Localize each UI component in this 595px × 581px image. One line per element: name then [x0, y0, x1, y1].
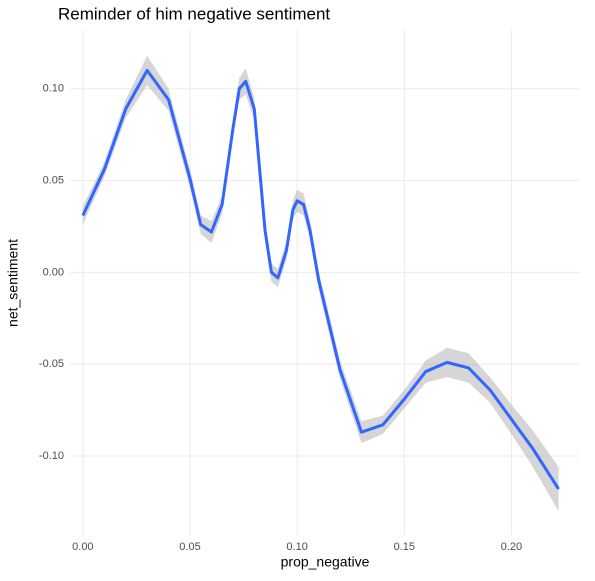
y-tick-label: 0.10 [43, 83, 64, 95]
x-tick-label: 0.20 [501, 541, 522, 553]
y-tick-label: -0.10 [39, 450, 64, 462]
x-tick-label: 0.05 [179, 541, 200, 553]
y-tick-label: 0.00 [43, 266, 64, 278]
chart-title: Reminder of him negative sentiment [58, 4, 330, 23]
x-axis-label: prop_negative [281, 554, 370, 570]
x-tick-label: 0.15 [394, 541, 415, 553]
y-tick-label: -0.05 [39, 358, 64, 370]
y-axis-label: net_sentiment [5, 239, 21, 327]
y-tick-label: 0.05 [43, 174, 64, 186]
x-tick-label: 0.00 [72, 541, 93, 553]
x-tick-label: 0.10 [286, 541, 307, 553]
smooth-line [81, 68, 560, 490]
